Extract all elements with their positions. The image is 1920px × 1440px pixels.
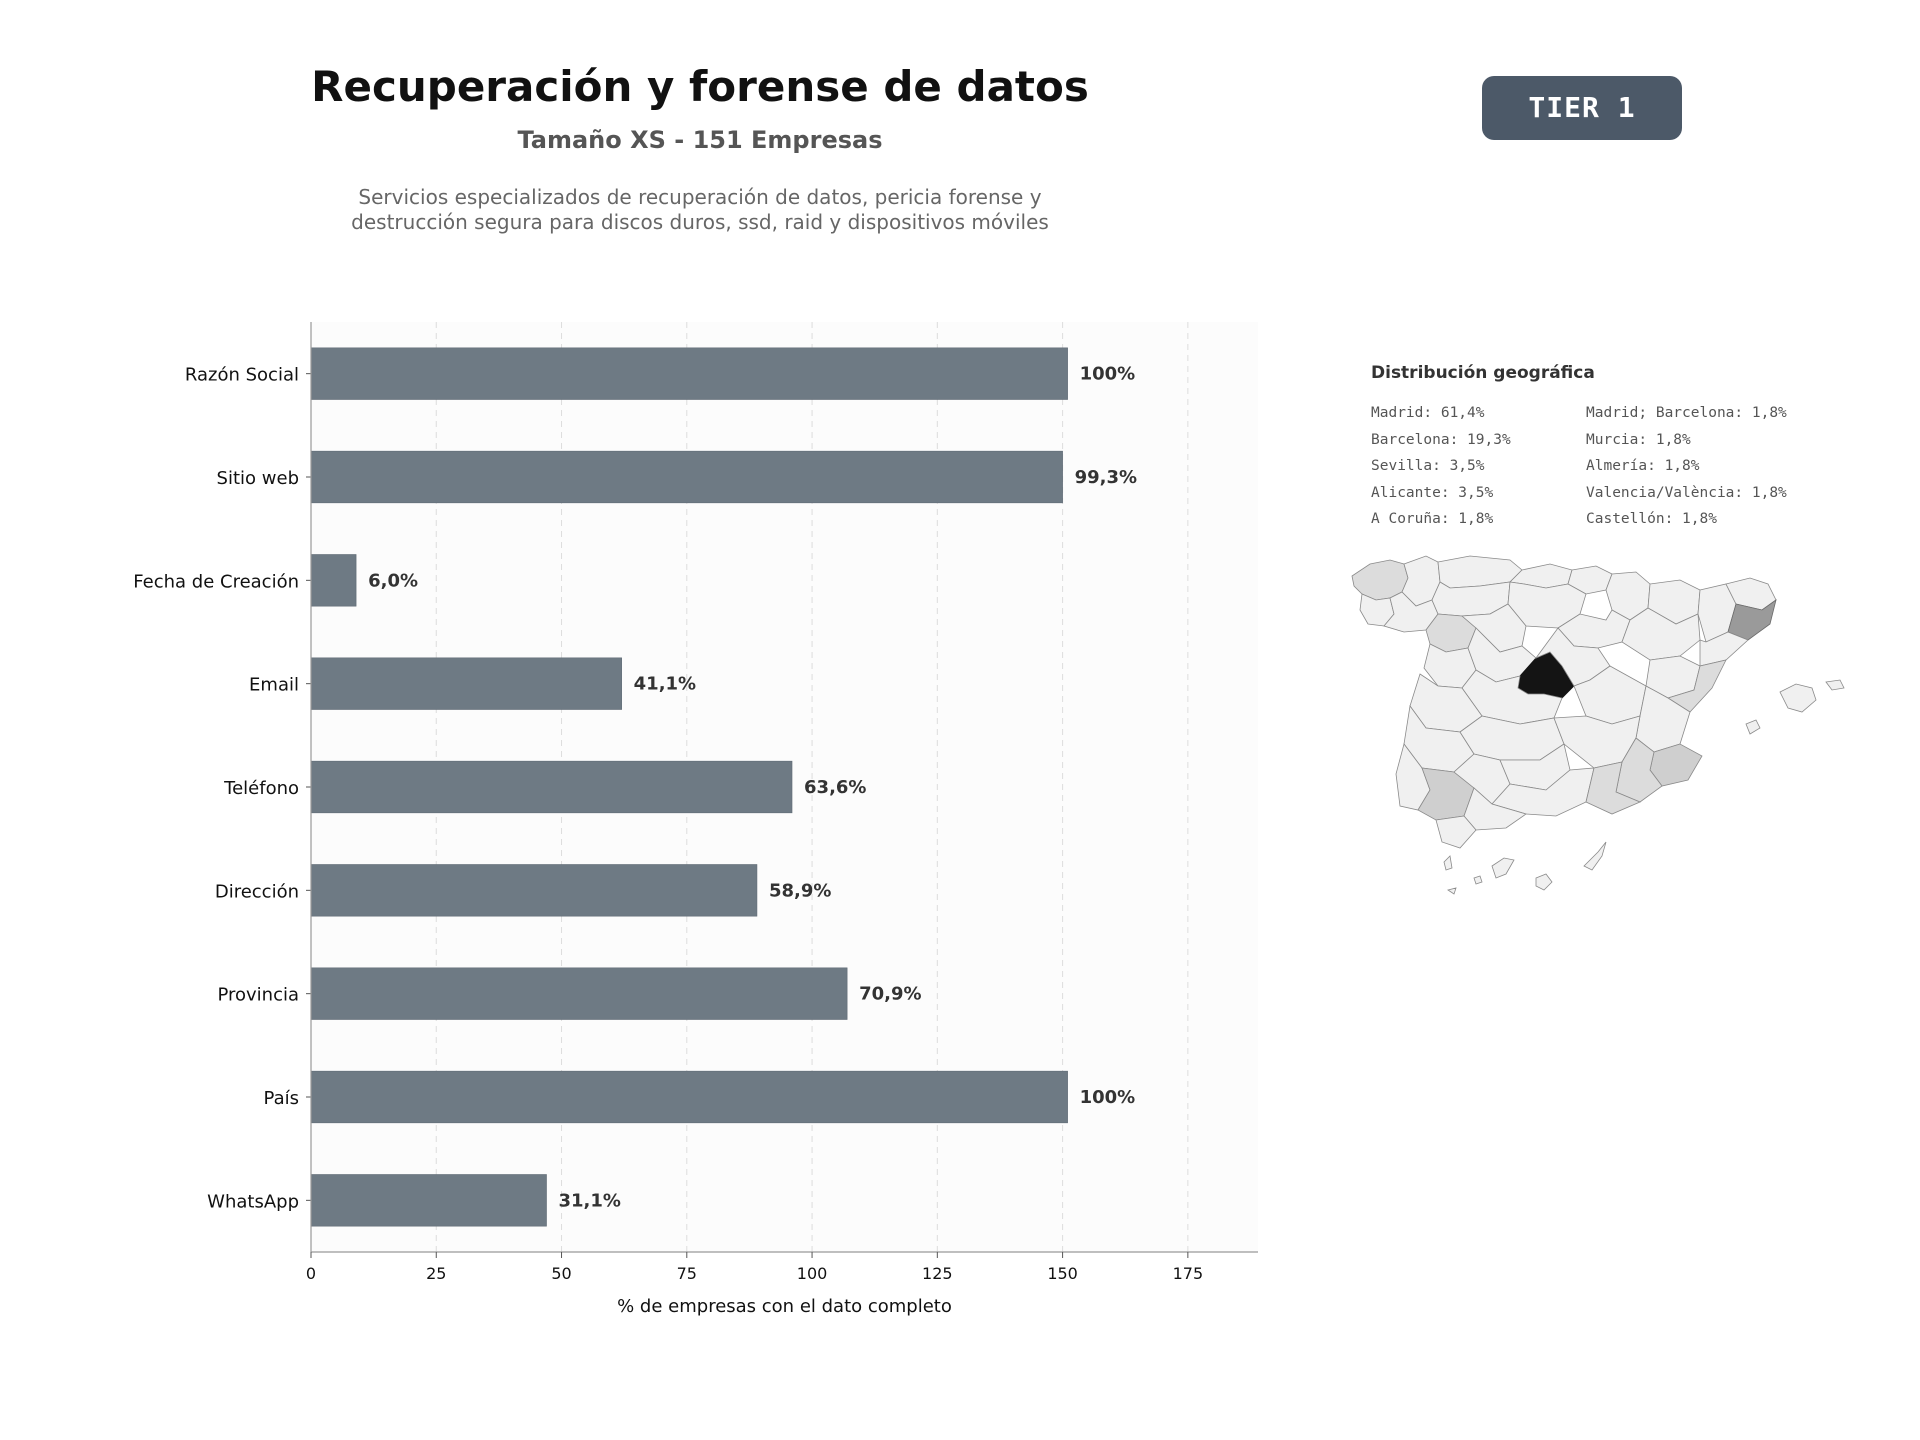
description-line-2: destrucción segura para discos duros, ss…	[351, 210, 1049, 234]
bar	[310, 967, 848, 1020]
bar	[310, 1070, 1068, 1124]
category-label: Teléfono	[223, 778, 299, 799]
data-label: 58,9%	[769, 880, 831, 901]
geo-item: Barcelona: 19,3%	[1371, 431, 1511, 448]
x-axis-label: % de empresas con el dato completo	[617, 1296, 952, 1317]
map-region-fuerteventura	[1583, 841, 1607, 871]
geo-item: Castellón: 1,8%	[1586, 511, 1717, 527]
category-label: WhatsApp	[207, 1191, 299, 1212]
bar	[310, 554, 357, 607]
bar	[310, 657, 622, 710]
data-label: 99,3%	[1075, 467, 1137, 488]
description: Servicios especializados de recuperación…	[300, 185, 1100, 235]
map-region-el-hierro	[1447, 887, 1457, 895]
x-tick-label: 150	[1047, 1264, 1078, 1283]
geo-item: Valencia/València: 1,8%	[1586, 484, 1787, 501]
data-label: 6,0%	[368, 570, 418, 591]
chart-title: Recuperación y forense de datos	[311, 62, 1089, 111]
x-tick-label: 25	[426, 1264, 446, 1283]
description-line-1: Servicios especializados de recuperación…	[358, 185, 1042, 209]
data-label: 100%	[1080, 364, 1136, 385]
x-tick-label: 75	[677, 1264, 697, 1283]
map-region-la-palma	[1443, 855, 1453, 871]
map-region-la-gomera	[1473, 875, 1483, 885]
geo-item: Madrid; Barcelona: 1,8%	[1586, 405, 1787, 421]
category-label: Dirección	[215, 881, 299, 902]
tier-badge: TIER 1	[1482, 76, 1682, 140]
data-label: 70,9%	[859, 984, 921, 1005]
x-tick-label: 0	[306, 1264, 316, 1283]
x-tick-label: 125	[922, 1264, 953, 1283]
bar	[310, 347, 1068, 400]
data-label: 100%	[1080, 1087, 1136, 1108]
category-label: Email	[249, 675, 299, 696]
bar	[310, 450, 1063, 504]
geo-item: Murcia: 1,8%	[1586, 431, 1691, 448]
map-region-almeria	[1585, 761, 1642, 815]
geo-item: Almería: 1,8%	[1586, 458, 1700, 474]
data-label: 63,6%	[804, 777, 866, 798]
map-region-tenerife	[1491, 857, 1515, 879]
map-region-menorca	[1825, 679, 1845, 691]
data-label: 31,1%	[558, 1190, 620, 1211]
map-region-ciudad-real	[1459, 715, 1565, 761]
bar	[310, 1174, 547, 1227]
map-region-ibiza	[1745, 719, 1761, 735]
geo-item: Sevilla: 3,5%	[1371, 458, 1485, 474]
category-label: Fecha de Creación	[133, 571, 299, 592]
spain-province-map	[1351, 555, 1845, 895]
category-label: Sitio web	[217, 468, 299, 489]
category-label: Provincia	[217, 985, 299, 1006]
geo-list-right: Madrid; Barcelona: 1,8% Murcia: 1,8% Alm…	[1586, 400, 1787, 533]
geo-item: Madrid: 61,4%	[1371, 405, 1485, 421]
map-region-mallorca	[1779, 683, 1817, 713]
geo-item: A Coruña: 1,8%	[1371, 511, 1494, 527]
geo-item: Alicante: 3,5%	[1371, 484, 1494, 501]
geo-distribution-title: Distribución geográfica	[1371, 363, 1595, 383]
data-label: 41,1%	[634, 674, 696, 695]
x-tick-label: 175	[1173, 1264, 1204, 1283]
category-label: Razón Social	[185, 365, 299, 386]
map-region-gran-canaria	[1535, 873, 1553, 891]
x-tick-label: 100	[797, 1264, 828, 1283]
bar	[310, 760, 793, 814]
map-region-cadiz	[1435, 815, 1477, 849]
x-tick-label: 50	[551, 1264, 571, 1283]
category-label: País	[264, 1088, 299, 1109]
bar	[310, 864, 758, 917]
chart-subtitle: Tamaño XS - 151 Empresas	[517, 126, 883, 154]
geo-list-left: Madrid: 61,4% Barcelona: 19,3% Sevilla: …	[1371, 400, 1511, 533]
